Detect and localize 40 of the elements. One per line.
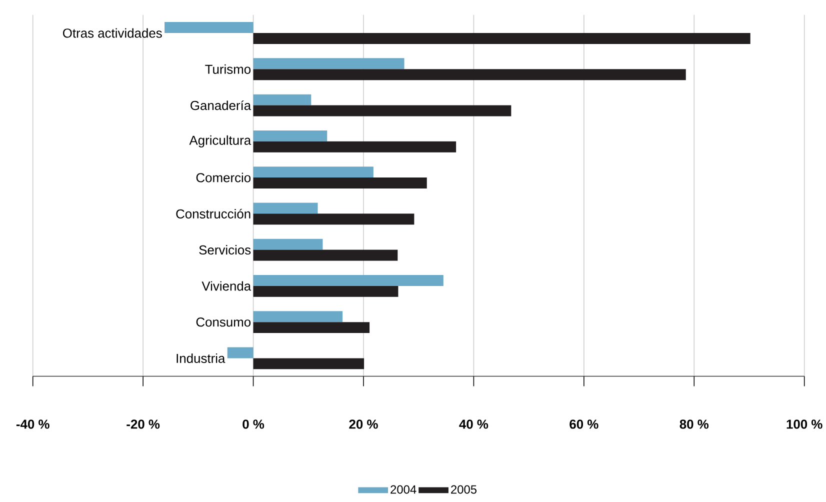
x-tick-label: 60 % [570,420,598,429]
x-tick-label: 100 % [786,420,822,429]
x-tick-label: 0 % [242,420,264,429]
bar [253,58,404,70]
y-tick-label: Turismo [205,64,251,74]
bar [253,178,427,189]
y-tick-label: Construcción [176,208,250,219]
bar [253,250,398,261]
bar [253,142,456,152]
bar [253,130,328,142]
y-tick-label: Vivienda [202,281,252,291]
bar [253,202,318,214]
bar [253,214,414,225]
bar [227,347,254,358]
y-tick-label: Agricultura [189,136,252,148]
bar [164,22,254,34]
bar [253,69,686,80]
y-tick-label: Ganadería [190,100,252,110]
bar [253,239,323,250]
bar [253,358,364,370]
bar [253,322,370,334]
bar [253,286,398,298]
legend-label: 2004 [390,485,416,494]
x-tick-label: -40 % [16,420,50,429]
y-tick-label: Servicios [199,245,251,255]
y-tick-label: Comercio [196,172,251,182]
bar [253,275,444,286]
y-tick-label: Industria [176,354,226,364]
y-tick-label: Otras actividades [62,28,162,38]
bar [253,33,750,44]
x-tick-label: 40 % [459,420,488,429]
x-tick-label: 20 % [349,420,378,429]
x-tick-label: 80 % [680,420,709,429]
x-tick-label: -20 % [126,420,160,429]
bar [253,311,343,322]
bar [253,105,512,116]
bar [253,94,312,106]
y-tick-label: Consumo [196,318,251,327]
legend-label: 2005 [451,485,477,494]
bar [253,166,374,178]
